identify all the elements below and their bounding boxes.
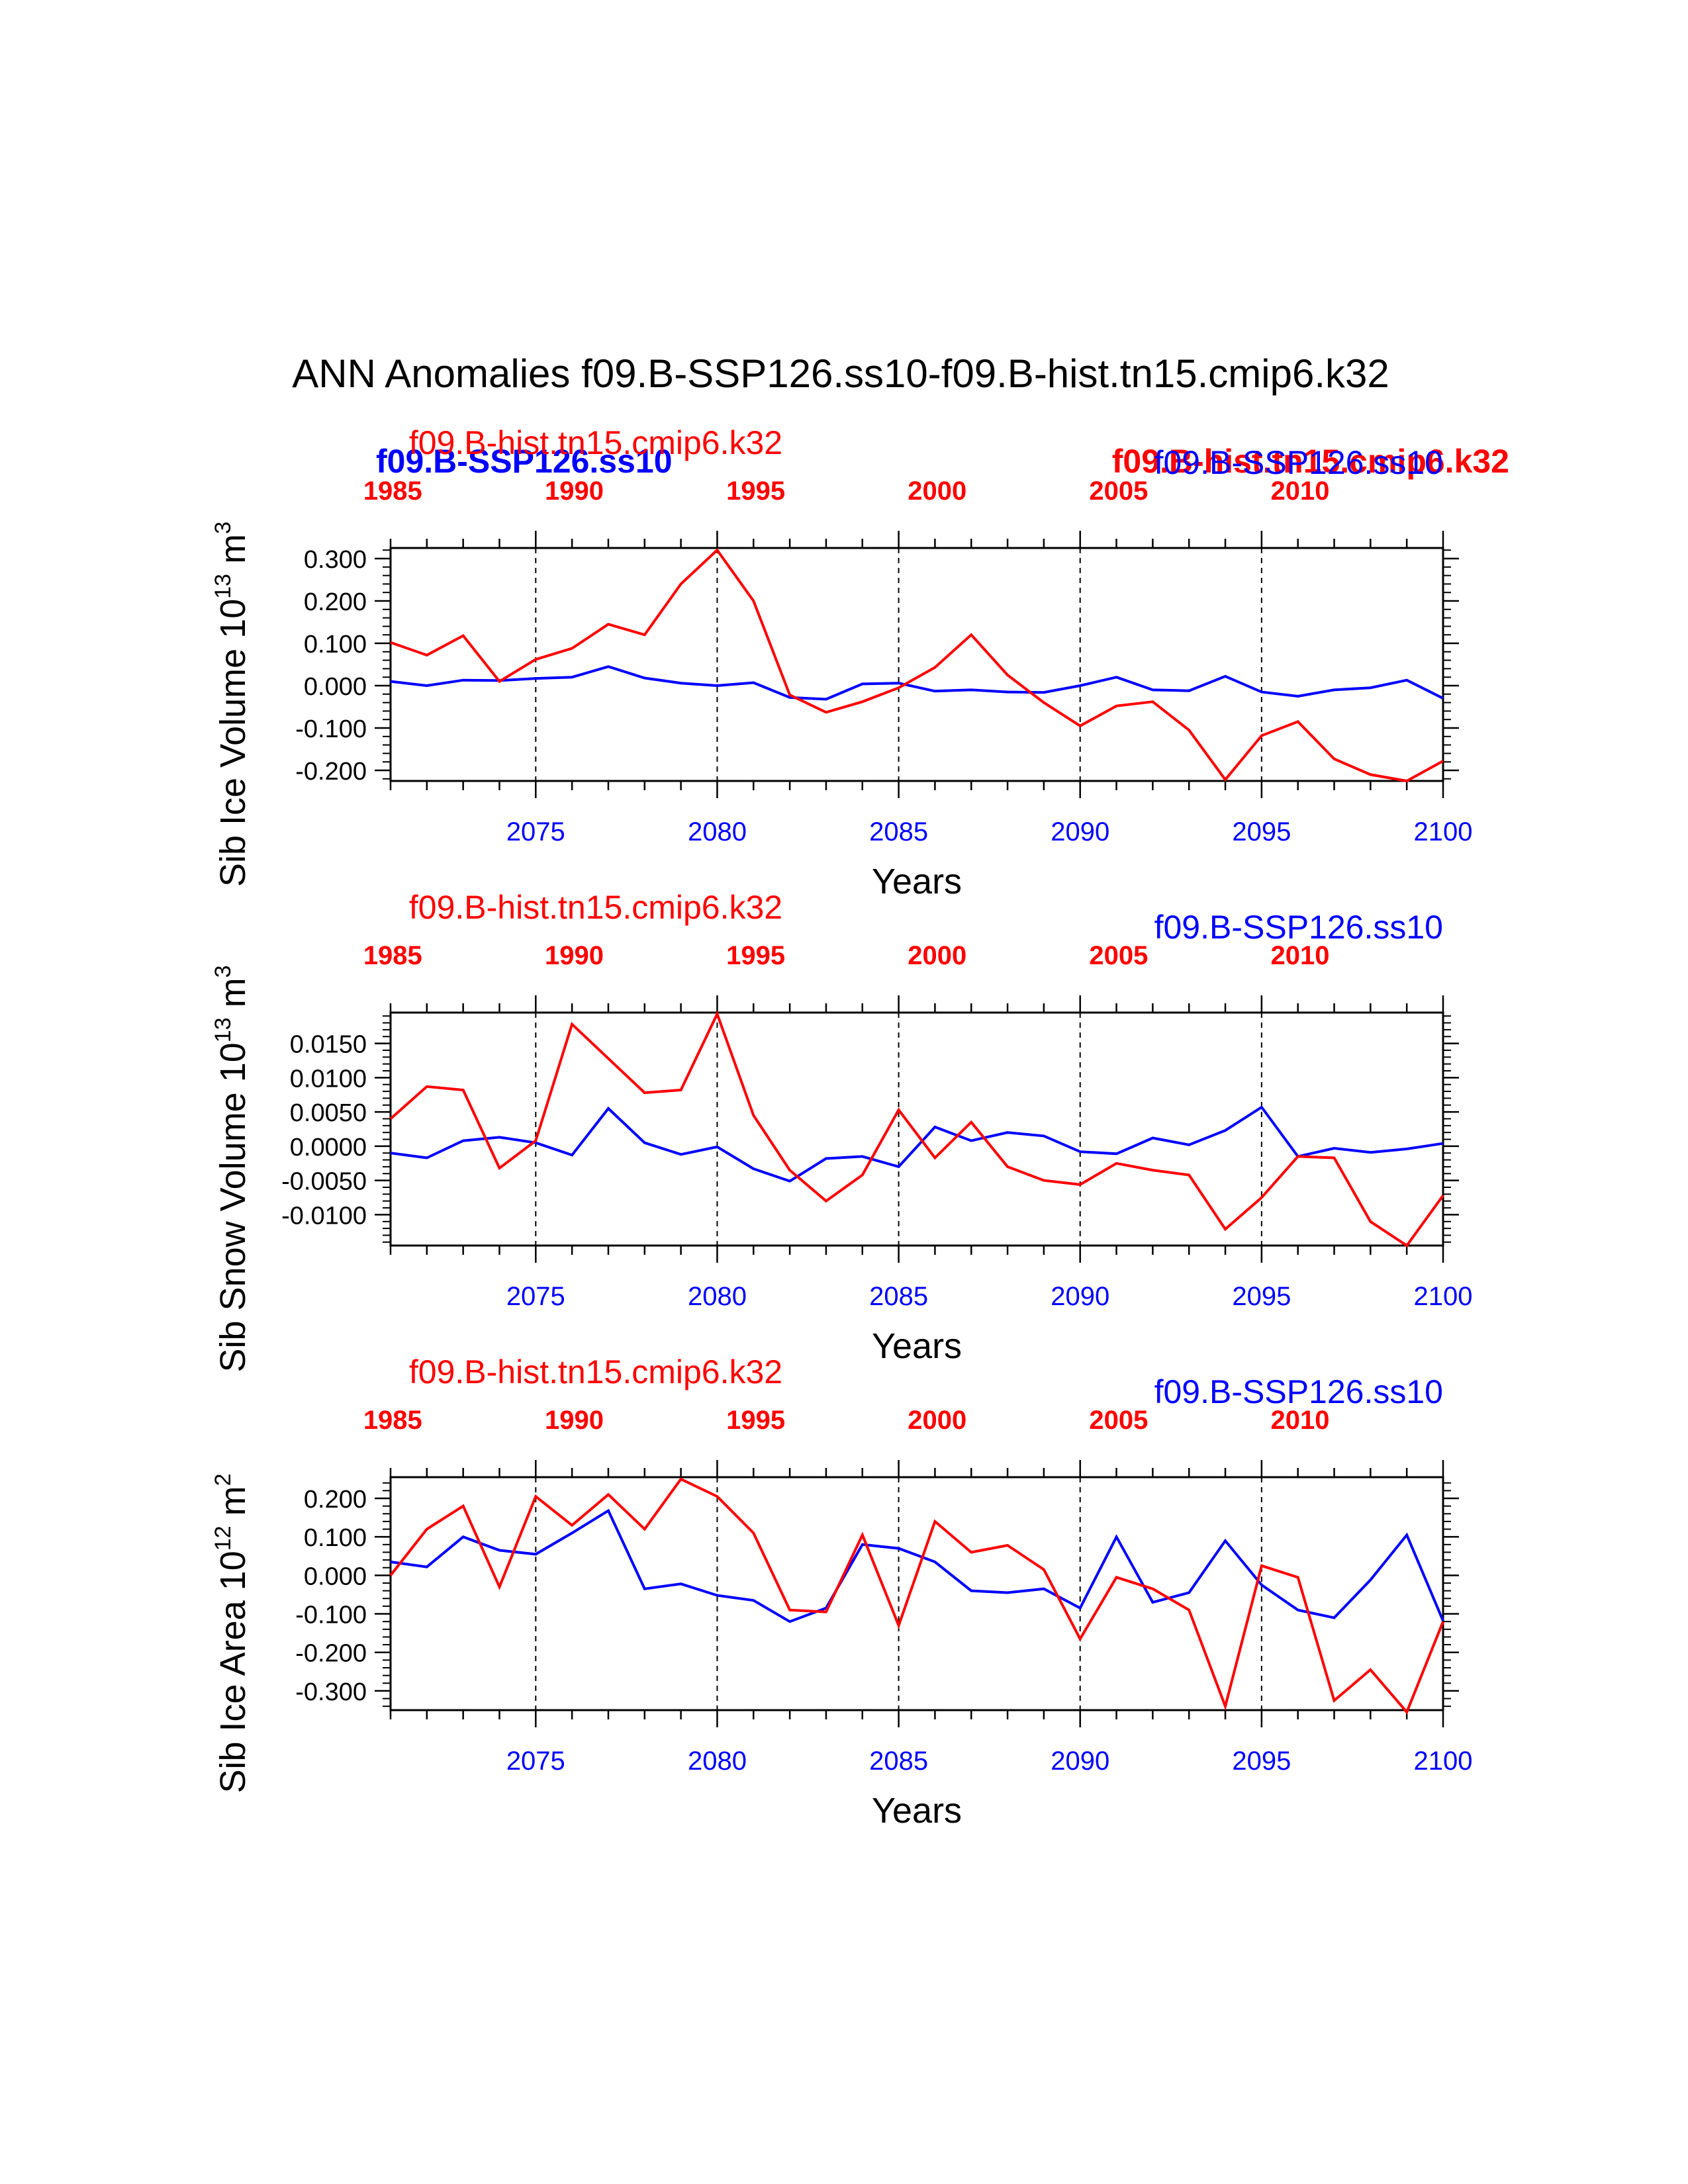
series-line-hist	[389, 1010, 1444, 1248]
legend-ssp-label: f09.B-SSP126.ss10	[1154, 444, 1443, 481]
y-tick-label: 0.0000	[290, 1134, 367, 1161]
y-tick-label: -0.200	[295, 758, 367, 786]
top-tick-label: 2000	[908, 1406, 966, 1435]
top-tick-label: 1995	[726, 941, 785, 970]
top-tick-label: 1995	[726, 1406, 785, 1435]
x-tick-label: 2095	[1232, 1747, 1291, 1776]
x-axis-label: Years	[872, 1326, 962, 1366]
x-tick-label: 2090	[1051, 817, 1109, 846]
legend-hist-label: f09.B-hist.tn15.cmip6.k32	[409, 1353, 782, 1390]
series-line-hist	[390, 548, 1444, 783]
y-tick-label: 0.100	[304, 1524, 367, 1552]
x-tick-label: 2095	[1232, 1282, 1291, 1311]
top-tick-label: 2000	[908, 477, 966, 506]
top-tick-label: 1990	[545, 477, 604, 506]
figure-title: ANN Anomalies f09.B-SSP126.ss10-f09.B-hi…	[292, 351, 1389, 396]
top-tick-label: 2000	[908, 941, 966, 970]
x-tick-label: 2100	[1414, 817, 1473, 846]
series-line-ssp126	[390, 1508, 1444, 1623]
y-axis-label: Sib Ice Volume 1013 m3	[211, 522, 253, 887]
panel-ice-area: 2075 1985 2080 1990 2085 1995 2090 2000 2095 2005…	[211, 1353, 1472, 1831]
top-tick-label: 2010	[1271, 1406, 1330, 1435]
series-line-ssp126	[390, 1105, 1444, 1183]
top-tick-label: 1985	[363, 477, 422, 506]
x-tick-label: 2080	[688, 1282, 747, 1311]
x-tick-label: 2100	[1414, 1282, 1473, 1311]
x-tick-label: 2095	[1232, 817, 1291, 846]
y-tick-label: 0.200	[304, 588, 367, 616]
x-tick-label: 2090	[1051, 1747, 1109, 1776]
panel-ice-volume: 2075 1985 2080 1990 2085 1995 2090 2000 2095 2005…	[211, 424, 1472, 901]
y-tick-label: -0.200	[295, 1640, 367, 1668]
x-tick-label: 2080	[688, 1747, 747, 1776]
top-tick-label: 2010	[1271, 477, 1330, 506]
legend-hist-label: f09.B-hist.tn15.cmip6.k32	[409, 889, 782, 926]
x-tick-label: 2090	[1051, 1282, 1109, 1311]
x-tick-label: 2085	[869, 817, 928, 846]
x-tick-label: 2075	[506, 817, 565, 846]
top-tick-label: 2010	[1271, 941, 1330, 970]
top-tick-label: 1990	[545, 941, 604, 970]
top-tick-label: 1985	[363, 941, 422, 970]
x-axis-label: Years	[872, 1791, 962, 1831]
x-axis-label: Years	[872, 862, 962, 901]
legend-ssp-label: f09.B-SSP126.ss10	[1154, 909, 1443, 946]
top-tick-label: 2005	[1089, 477, 1148, 506]
overlay-hist-bold: f09.B-hist.tn15.cmip6.k32	[1112, 443, 1509, 480]
x-tick-label: 2075	[506, 1282, 565, 1311]
series-line-hist	[389, 1477, 1444, 1715]
x-tick-label: 2100	[1414, 1747, 1473, 1776]
plot-frame	[389, 1011, 1444, 1247]
y-tick-label: 0.0050	[290, 1099, 367, 1127]
legend-ssp-label: f09.B-SSP126.ss10	[1154, 1373, 1443, 1410]
y-tick-label: 0.200	[304, 1486, 367, 1514]
top-tick-label: 1995	[726, 477, 785, 506]
panel-snow-volume: 2075 1985 2080 1990 2085 1995 2090 2000 2095 2005…	[211, 889, 1472, 1373]
x-tick-label: 2085	[869, 1747, 928, 1776]
y-axis-label: Sib Snow Volume 1013 m3	[211, 965, 253, 1372]
top-tick-label: 1985	[363, 1406, 422, 1435]
y-tick-label: 0.0100	[290, 1065, 367, 1093]
series-line-ssp126	[390, 665, 1444, 701]
y-tick-label: -0.0100	[281, 1202, 367, 1230]
legend-hist-label: f09.B-hist.tn15.cmip6.k32	[409, 424, 782, 461]
plot-frame	[389, 1476, 1444, 1711]
y-tick-label: -0.300	[295, 1678, 367, 1706]
y-tick-label: 0.000	[304, 1563, 367, 1590]
top-tick-label: 2005	[1089, 941, 1148, 970]
top-tick-label: 1990	[545, 1406, 604, 1435]
x-tick-label: 2080	[688, 817, 747, 846]
y-tick-label: 0.100	[304, 631, 367, 659]
y-axis-label: Sib Ice Area 1012 m2	[211, 1474, 253, 1794]
y-tick-label: -0.100	[295, 1602, 367, 1629]
y-tick-label: 0.0150	[290, 1031, 367, 1059]
overlay-ssp-bold: f09.B-SSP126.ss10	[376, 443, 673, 480]
plot-frame	[389, 547, 1444, 782]
y-tick-label: 0.000	[304, 673, 367, 701]
x-tick-label: 2075	[506, 1747, 565, 1776]
y-tick-label: 0.300	[304, 546, 367, 574]
x-tick-label: 2085	[869, 1282, 928, 1311]
y-tick-label: -0.0050	[281, 1168, 367, 1196]
y-tick-label: -0.100	[295, 715, 367, 743]
top-tick-label: 2005	[1089, 1406, 1148, 1435]
